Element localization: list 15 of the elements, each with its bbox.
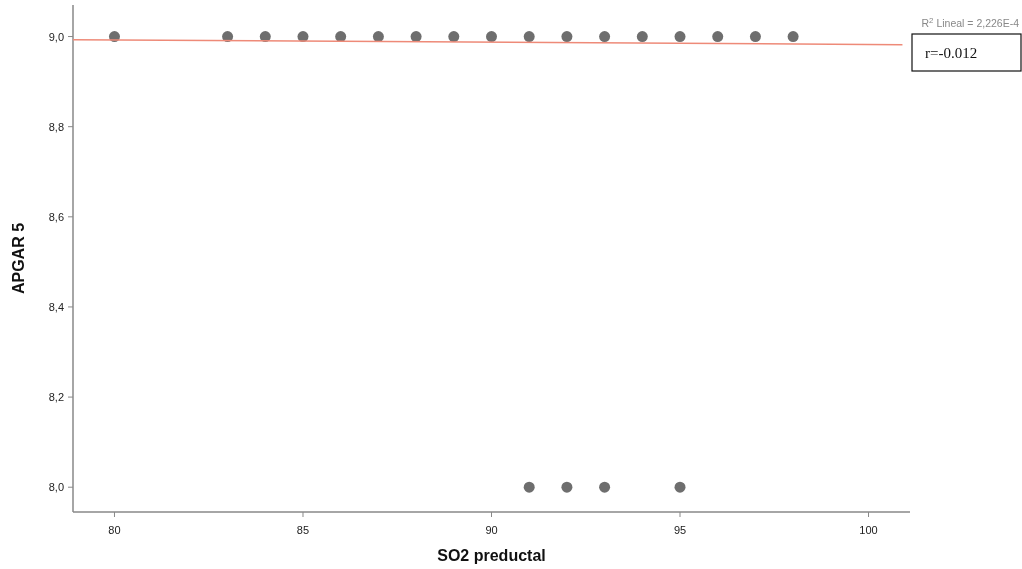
y-tick-label: 8,4 (48, 300, 64, 313)
x-tick-label: 100 (859, 524, 878, 536)
text: R$^{2}$ Lineal = 2,226E-4 (921, 15, 1020, 29)
x-tick-label: 80 (108, 524, 121, 536)
text: r=-0.012 (925, 45, 978, 61)
y-tick-label: 8,0 (48, 481, 64, 494)
x-tick-label: 90 (485, 524, 498, 536)
x-tick-label: 95 (673, 524, 687, 536)
x-axis-title: SO2 preductal (437, 547, 546, 564)
y-axis-title: APGAR 5 (10, 222, 27, 295)
y-tick-label: 9,0 (48, 30, 64, 43)
y-tick-label: 8,2 (48, 391, 64, 404)
y-tick-label: 8,8 (48, 120, 64, 133)
x-tick-label: 85 (296, 524, 310, 536)
y-tick-label: 8,6 (48, 210, 64, 223)
